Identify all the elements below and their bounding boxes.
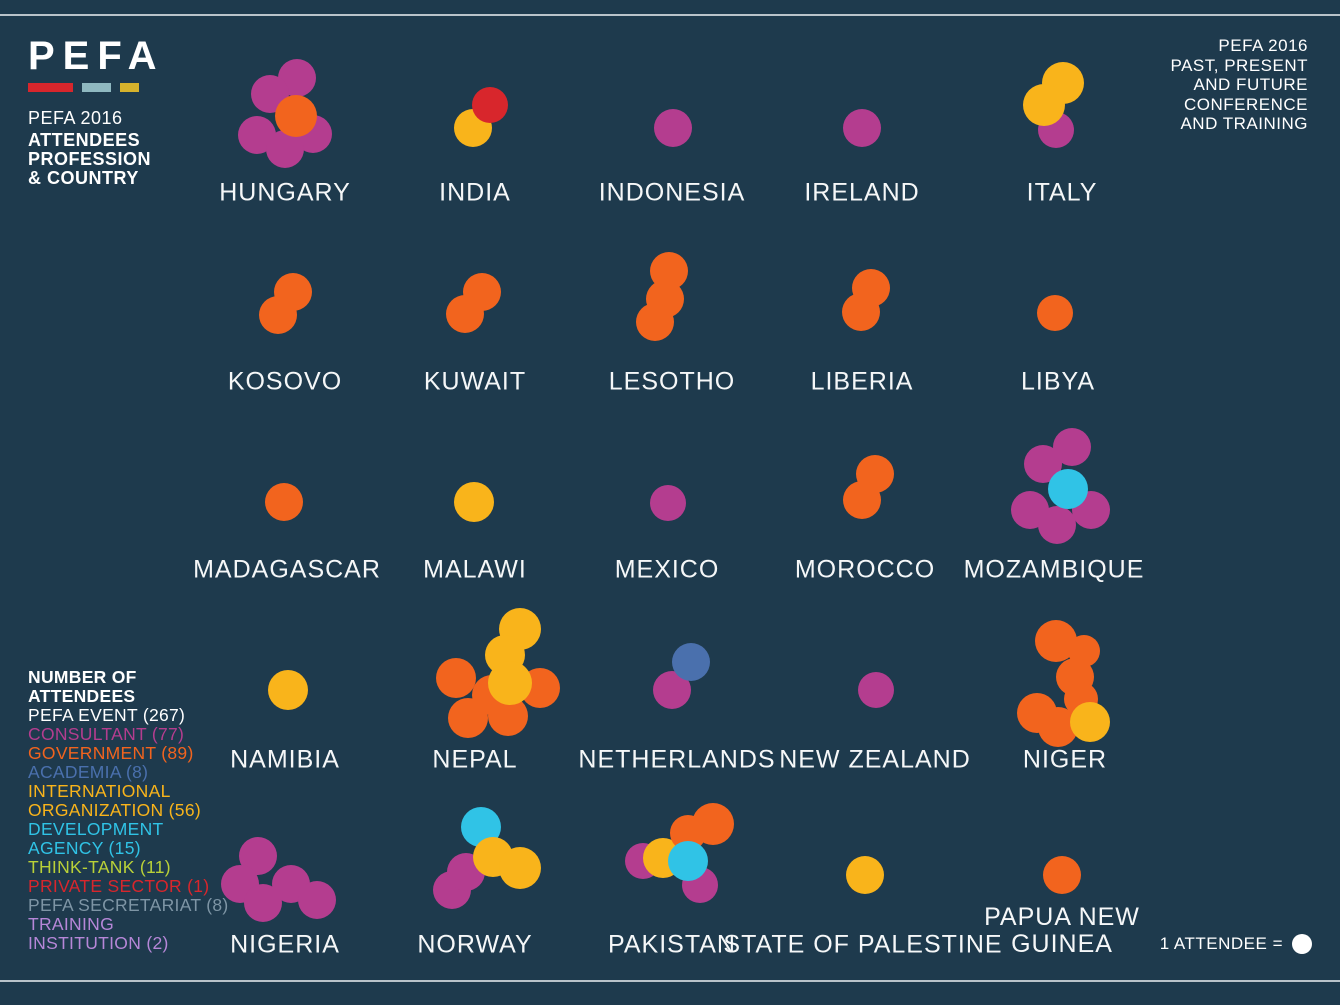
pefa-logo-block: PEFA PEFA 2016 ATTENDEES PROFESSION & CO… [28,34,164,188]
attendee-dot-government [636,303,674,341]
country-label-hungary: HUNGARY [219,178,351,207]
country-label-mexico: MEXICO [614,555,720,584]
attendee-dot-consultant [298,881,336,919]
attendee-dot-government [1043,856,1081,894]
country-label-mozambique: MOZAMBIQUE [963,555,1145,584]
attendee-dot-int_org [268,670,308,710]
program-line: PEFA 2016 [28,108,123,128]
country-label-papua-new-guinea: PAPUA NEW GUINEA [984,903,1140,958]
legend-item: PEFA SECRETARIAT (8) [28,895,229,915]
conference-caption: PEFA 2016 PAST, PRESENT AND FUTURE CONFE… [1170,36,1308,133]
pefa-logo-text: PEFA [28,34,165,78]
attendee-dot-int_org [1070,702,1110,742]
attendee-unit-dot-icon [1292,934,1312,954]
attendee-dot-government [265,483,303,521]
legend-item: GOVERNMENT (89) [28,743,194,763]
attendee-dot-int_org [1023,84,1065,126]
country-label-indonesia: INDONESIA [598,178,746,207]
country-label-new-zealand: NEW ZEALAND [779,745,971,774]
attendee-dot-government [1037,295,1073,331]
attendee-dot-government [842,293,880,331]
country-label-netherlands: NETHERLANDS [578,745,776,774]
attendee-dot-consultant [858,672,894,708]
attendee-dot-government [275,95,317,137]
country-label-norway: NORWAY [417,930,533,959]
attendee-dot-consultant [843,109,881,147]
logo-bar-red [28,83,73,92]
country-label-niger: NIGER [1022,745,1108,774]
country-label-morocco: MOROCCO [794,555,936,584]
country-label-state-of-palestine: STATE OF PALESTINE [723,930,1003,959]
attendee-dot-int_org [488,661,532,705]
legend-item: DEVELOPMENT AGENCY (15) [28,819,164,858]
legend-items: PEFA EVENT (267) CONSULTANT (77) GOVERNMEN… [28,706,238,953]
country-label-nepal: NEPAL [432,745,518,774]
attendee-dot-government [436,658,476,698]
attendee-dot-dev_agency [1048,469,1088,509]
attendee-dot-government [843,481,881,519]
country-label-italy: ITALY [1026,178,1098,207]
legend: NUMBER OF ATTENDEES PEFA EVENT (267) CONS… [28,668,238,953]
attendee-dot-government [446,295,484,333]
country-label-libya: LIBYA [1020,367,1096,396]
attendee-key-label: 1 ATTENDEE = [1159,934,1283,953]
attendee-dot-academia [672,643,710,681]
attendee-dot-government [259,296,297,334]
country-label-lesotho: LESOTHO [608,367,736,396]
attendee-dot-int_org [454,482,494,522]
attendee-dot-government [448,698,488,738]
country-label-nigeria: NIGERIA [230,930,340,959]
attendee-dot-government [1035,620,1077,662]
page-title: ATTENDEES PROFESSION & COUNTRY [28,130,152,188]
country-label-madagascar: MADAGASCAR [193,555,381,584]
attendee-dot-government [692,803,734,845]
bottom-divider [0,980,1340,982]
country-label-malawi: MALAWI [423,555,527,584]
attendee-key: 1 ATTENDEE = [1160,934,1312,954]
legend-item: TRAINING INSTITUTION (2) [28,914,169,953]
legend-item: PRIVATE SECTOR (1) [28,876,210,896]
logo-bar-teal [82,83,111,92]
country-label-kuwait: KUWAIT [423,367,527,396]
legend-heading: NUMBER OF ATTENDEES [28,667,137,706]
attendee-dot-int_org [846,856,884,894]
legend-item: PEFA EVENT (267) [28,705,186,725]
attendee-dot-dev_agency [668,841,708,881]
attendee-dot-private_sector [472,87,508,123]
pefa-logo-bars [28,83,164,92]
attendee-dot-consultant [1038,506,1076,544]
top-divider [0,14,1340,16]
legend-item: INTERNATIONAL ORGANIZATION (56) [28,781,201,820]
attendee-dot-consultant [650,485,686,521]
country-label-liberia: LIBERIA [810,367,914,396]
legend-item: THINK-TANK (11) [28,857,171,877]
legend-item: CONSULTANT (77) [28,724,185,744]
attendee-dot-consultant [654,109,692,147]
country-label-kosovo: KOSOVO [227,367,343,396]
logo-bar-yellow [120,83,139,92]
country-label-namibia: NAMIBIA [230,745,340,774]
attendee-dot-int_org [499,847,541,889]
legend-item: ACADEMIA (8) [28,762,149,782]
country-label-india: INDIA [439,178,511,207]
country-label-pakistan: PAKISTAN [608,930,736,959]
country-label-ireland: IRELAND [804,178,920,207]
